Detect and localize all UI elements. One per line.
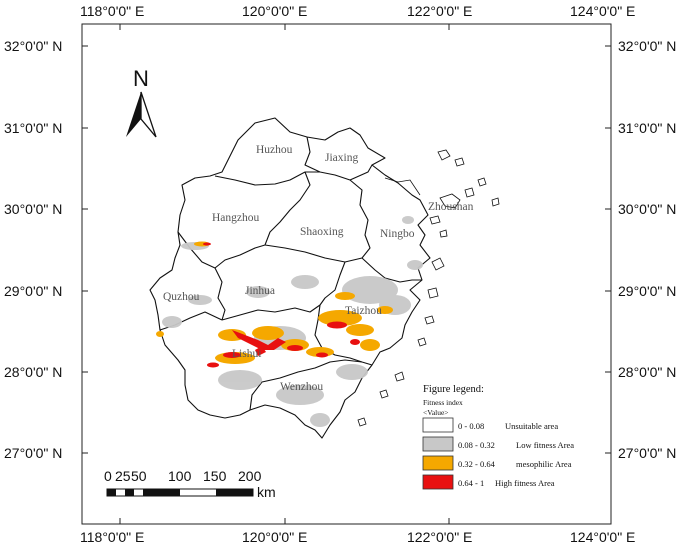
scale-tick-200: 200 bbox=[238, 468, 262, 484]
legend-swatch-low bbox=[422, 436, 454, 452]
boundary-jinhua-lishui bbox=[221, 304, 321, 321]
right-label-31n: 31°0'0" N bbox=[618, 120, 676, 136]
right-label-28n: 28°0'0" N bbox=[618, 364, 676, 380]
left-label-27n: 27°0'0" N bbox=[4, 445, 62, 461]
legend-swatch-unsuitable bbox=[422, 417, 454, 433]
scale-unit: km bbox=[257, 484, 276, 500]
legend: Figure legend: Fitness index <Value> 0 -… bbox=[422, 384, 574, 490]
scale-tick-100: 100 bbox=[168, 468, 192, 484]
legend-swatch-high bbox=[422, 474, 454, 490]
boundary-jiaxing-south bbox=[319, 164, 373, 181]
boundary-huzhou-hangzhou bbox=[214, 171, 320, 186]
legend-range-mesophilic: 0.32 - 0.64 bbox=[458, 459, 496, 469]
top-label-124e: 124°0'0" E bbox=[570, 3, 635, 19]
bottom-label-120e: 120°0'0" E bbox=[242, 529, 307, 545]
legend-subtitle: Fitness index bbox=[423, 398, 463, 407]
city-label-taizhou: Taizhou bbox=[345, 305, 382, 317]
city-label-huzhou: Huzhou bbox=[256, 144, 293, 156]
legend-range-low: 0.08 - 0.32 bbox=[458, 440, 495, 450]
right-label-29n: 29°0'0" N bbox=[618, 283, 676, 299]
boundary-jinhua-taizhou bbox=[319, 261, 346, 306]
top-label-120e: 120°0'0" E bbox=[242, 3, 307, 19]
high-fitness-patches bbox=[203, 242, 360, 368]
scale-segment-4 bbox=[216, 489, 253, 496]
north-arrow-label: N bbox=[133, 66, 149, 91]
city-label-jinhua: Jinhua bbox=[245, 285, 275, 297]
city-label-ningbo: Ningbo bbox=[380, 228, 415, 240]
boundary-lishui-wenzhou bbox=[249, 359, 363, 411]
city-label-jiaxing: Jiaxing bbox=[325, 152, 358, 164]
left-label-30n: 30°0'0" N bbox=[4, 201, 62, 217]
legend-title: Figure legend: bbox=[423, 384, 484, 395]
legend-label-unsuitable: Unsuitable area bbox=[505, 421, 558, 431]
left-label-31n: 31°0'0" N bbox=[4, 120, 62, 136]
top-label-118e: 118°0'0" E bbox=[80, 3, 144, 19]
city-label-zhoushan: Zhoushan bbox=[428, 201, 474, 213]
legend-value-label: <Value> bbox=[423, 408, 449, 417]
scale-segment-1 bbox=[107, 489, 116, 496]
city-label-shaoxing: Shaoxing bbox=[300, 226, 344, 238]
right-label-32n: 32°0'0" N bbox=[618, 38, 676, 54]
boundary-hangzhou-shaoxing bbox=[264, 171, 311, 246]
left-label-32n: 32°0'0" N bbox=[4, 38, 62, 54]
boundary-shaoxing-ningbo bbox=[349, 179, 371, 259]
legend-range-unsuitable: 0 - 0.08 bbox=[458, 421, 484, 431]
boundary-ningbo-taizhou bbox=[361, 257, 422, 283]
legend-swatch-mesophilic bbox=[422, 455, 454, 471]
city-labels: Huzhou Jiaxing Hangzhou Shaoxing Ningbo … bbox=[163, 144, 474, 393]
bottom-label-122e: 122°0'0" E bbox=[407, 529, 472, 545]
city-label-lishui: Lishui bbox=[232, 348, 261, 360]
boundary-hangzhou-south bbox=[177, 231, 266, 269]
bottom-label-124e: 124°0'0" E bbox=[570, 529, 635, 545]
north-arrow: N bbox=[126, 66, 157, 138]
top-coordinate-labels: 118°0'0" E 120°0'0" E 122°0'0" E 124°0'0… bbox=[80, 3, 635, 19]
scale-tick-25: 25 bbox=[115, 468, 131, 484]
legend-label-mesophilic: mesophilic Area bbox=[516, 459, 572, 469]
scale-segment-3 bbox=[143, 489, 180, 496]
right-coordinate-labels: 32°0'0" N 31°0'0" N 30°0'0" N 29°0'0" N … bbox=[618, 38, 676, 461]
scale-segment-2 bbox=[125, 489, 134, 496]
north-arrow-right-half bbox=[140, 91, 157, 138]
boundary-quzhou-jinhua bbox=[214, 267, 226, 321]
legend-label-high: High fitness Area bbox=[495, 478, 555, 488]
frame-ticks bbox=[82, 23, 611, 524]
boundary-huzhou-jiaxing bbox=[304, 136, 321, 173]
province-outline bbox=[149, 117, 431, 439]
city-label-quzhou: Quzhou bbox=[163, 291, 200, 303]
coastal-islands bbox=[357, 149, 500, 427]
top-label-122e: 122°0'0" E bbox=[407, 3, 472, 19]
scale-tick-0: 0 bbox=[104, 468, 112, 484]
low-fitness-patches bbox=[162, 216, 423, 427]
north-arrow-left-half bbox=[126, 92, 141, 137]
legend-label-low: Low fitness Area bbox=[516, 440, 574, 450]
city-label-hangzhou: Hangzhou bbox=[212, 212, 260, 224]
right-label-30n: 30°0'0" N bbox=[618, 201, 676, 217]
bottom-label-118e: 118°0'0" E bbox=[80, 529, 144, 545]
left-label-28n: 28°0'0" N bbox=[4, 364, 62, 380]
left-label-29n: 29°0'0" N bbox=[4, 283, 62, 299]
scale-tick-150: 150 bbox=[203, 468, 227, 484]
right-label-27n: 27°0'0" N bbox=[618, 445, 676, 461]
scale-bar: 0 25 50 100 150 200 km bbox=[104, 468, 276, 500]
left-coordinate-labels: 32°0'0" N 31°0'0" N 30°0'0" N 29°0'0" N … bbox=[4, 38, 62, 461]
map-frame bbox=[81, 23, 612, 525]
city-label-wenzhou: Wenzhou bbox=[280, 381, 323, 393]
boundary-shaoxing-jinhua bbox=[264, 244, 363, 263]
scale-tick-50: 50 bbox=[131, 468, 147, 484]
legend-range-high: 0.64 - 1 bbox=[458, 478, 484, 488]
bottom-coordinate-labels: 118°0'0" E 120°0'0" E 122°0'0" E 124°0'0… bbox=[80, 529, 635, 545]
